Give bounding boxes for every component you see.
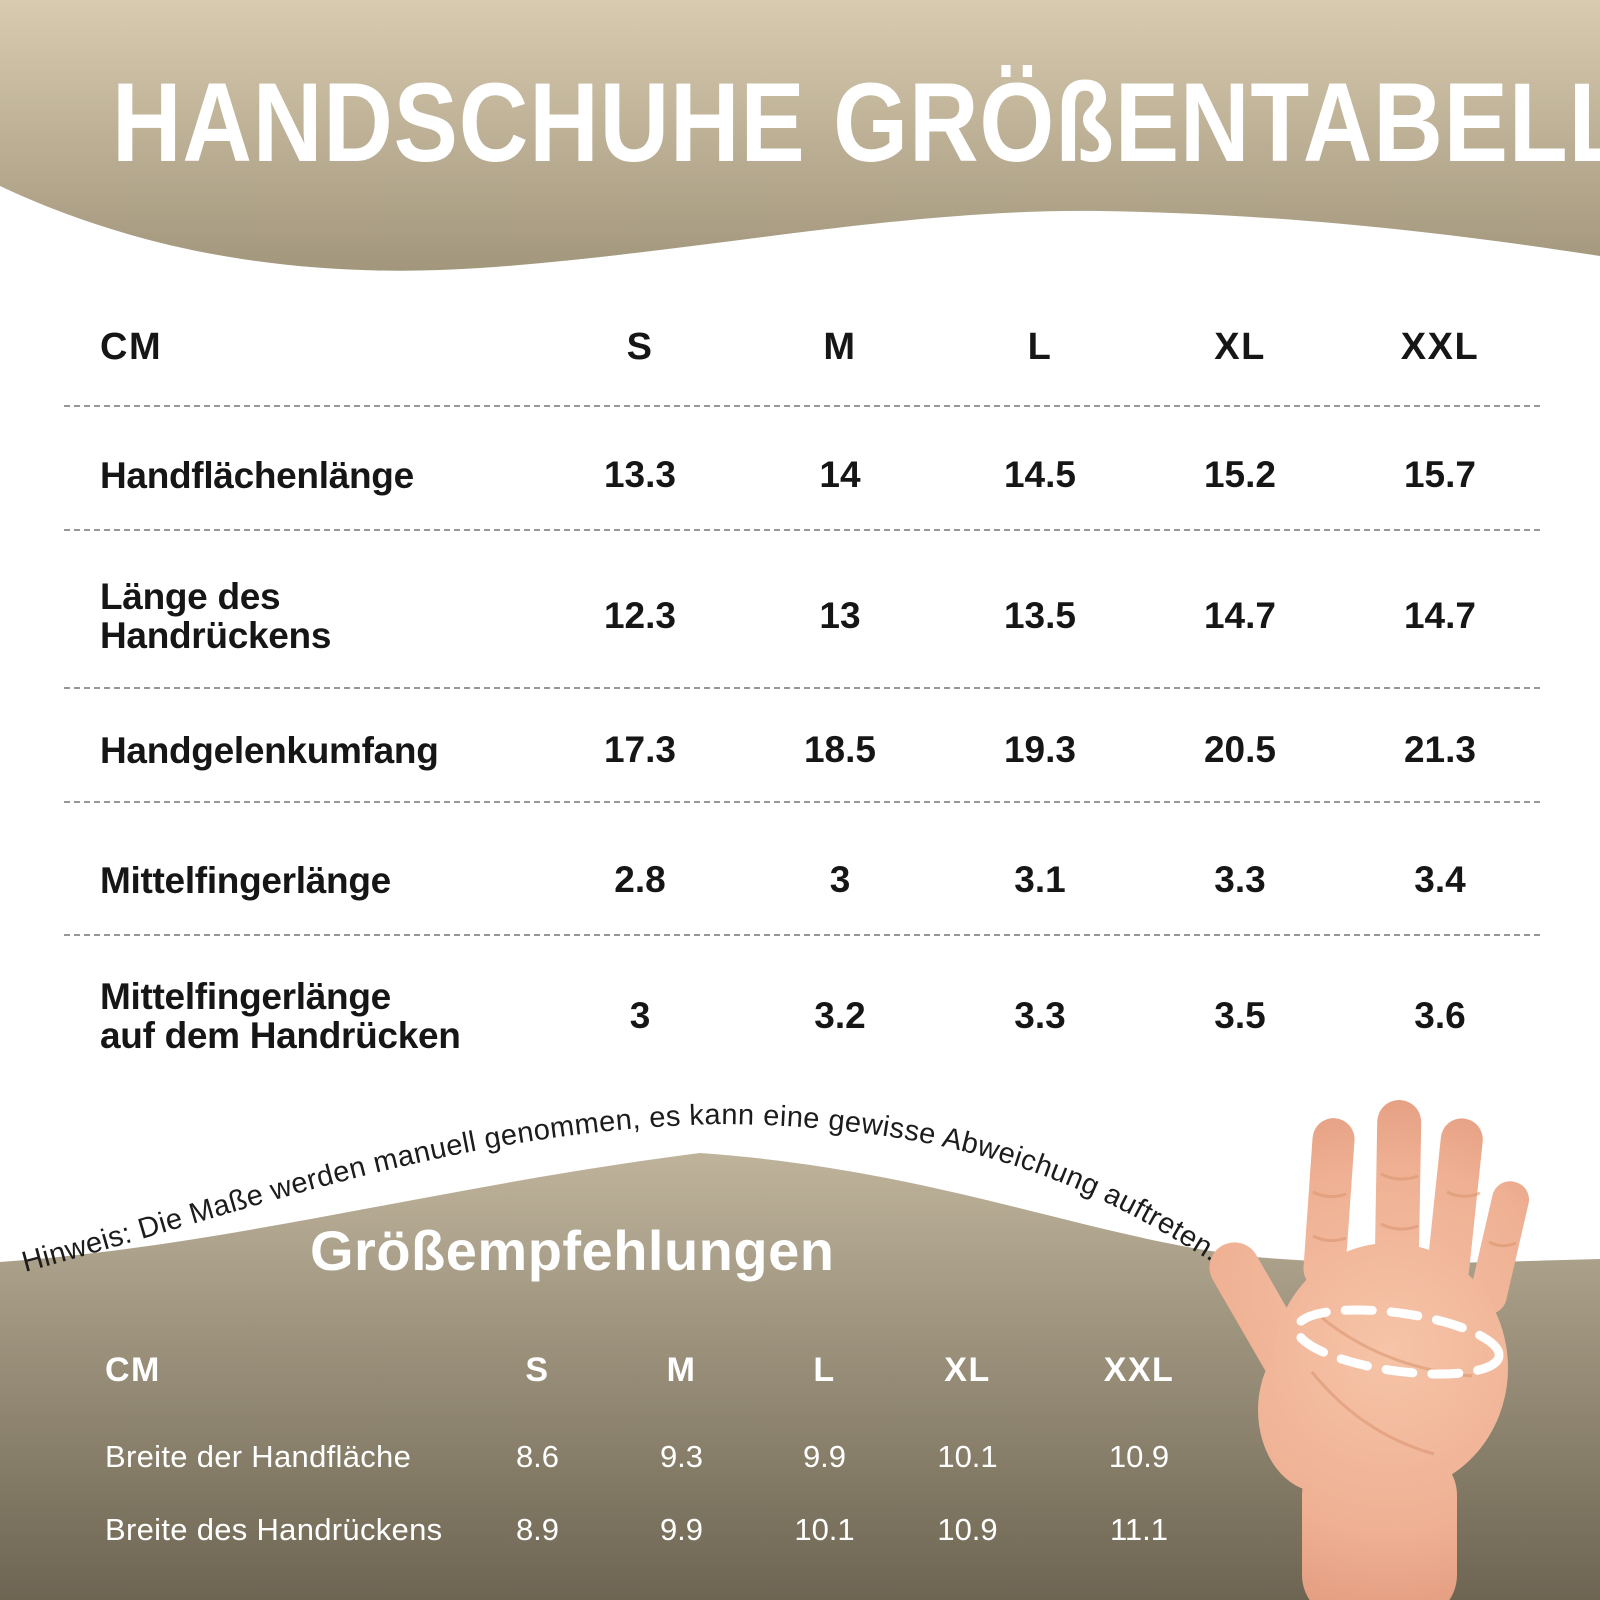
table-row-middle-finger-back-length: Mittelfingerlänge auf dem Handrücken 3 3… <box>100 976 1540 1056</box>
top-wave-band <box>0 0 1600 271</box>
rec-column-l: L <box>813 1350 836 1389</box>
cell-value: 14 <box>819 454 861 495</box>
cell-value: 3.3 <box>1014 995 1066 1036</box>
bottom-wave-band <box>0 1153 1600 1600</box>
cell-value: 13.3 <box>603 454 676 495</box>
cell-value: 13 <box>819 595 861 636</box>
rec-column-m: M <box>666 1350 697 1389</box>
rec-column-xl: XL <box>944 1350 991 1389</box>
cell-value: 15.7 <box>1403 454 1476 495</box>
cell-value: 13.5 <box>1003 595 1076 636</box>
cell-value: 3.2 <box>814 995 866 1036</box>
cell-value: 3 <box>629 995 651 1036</box>
hand-ring-finger <box>1427 1118 1483 1290</box>
table-row-palm-length: Handflächenlänge 13.3 14 14.5 15.2 15.7 <box>100 450 1540 500</box>
hand-illustration <box>1209 1100 1529 1600</box>
cell-value: 10.9 <box>1108 1439 1170 1474</box>
dashed-divider <box>64 405 1540 407</box>
table-row-middle-finger-length: Mittelfingerlänge 2.8 3 3.1 3.3 3.4 <box>100 855 1540 905</box>
row-label: Handgelenkumfang <box>100 729 439 771</box>
recommendations-unit-label: CM <box>105 1350 161 1389</box>
recommendations-header-row: CM S M L XL XXL <box>105 1345 1239 1395</box>
cell-value: 12.3 <box>603 595 676 636</box>
dashed-divider <box>64 801 1540 803</box>
cell-value: 14.7 <box>1203 595 1276 636</box>
page-title: HANDSCHUHE GRÖßENTABELLE <box>112 60 1600 185</box>
cell-value: 10.9 <box>937 1512 998 1547</box>
cell-value: 3.1 <box>1014 859 1066 900</box>
cell-value: 19.3 <box>1003 729 1076 770</box>
size-column-l: L <box>1027 325 1053 368</box>
hand-wrist <box>1302 1450 1457 1600</box>
rec-row-palm-width: Breite der Handfläche 8.6 9.3 9.9 10.1 1… <box>105 1432 1239 1482</box>
cell-value: 9.9 <box>659 1512 704 1547</box>
cell-value: 11.1 <box>1109 1512 1169 1547</box>
size-column-s: S <box>626 325 654 368</box>
hand-pinky-finger <box>1469 1181 1529 1314</box>
dashed-divider <box>64 529 1540 531</box>
row-label: Länge des Handrückens <box>100 576 332 656</box>
cell-value: 9.9 <box>802 1439 847 1474</box>
cell-value: 21.3 <box>1403 729 1476 770</box>
size-column-xxl: XXL <box>1400 325 1480 368</box>
row-label: Breite des Handrückens <box>105 1512 443 1547</box>
cell-value: 3.3 <box>1214 859 1266 900</box>
dashed-divider <box>64 934 1540 936</box>
row-label: Mittelfingerlänge <box>100 859 391 901</box>
rec-column-xxl: XXL <box>1103 1350 1175 1389</box>
cell-value: 3.6 <box>1414 995 1466 1036</box>
rec-row-back-width: Breite des Handrückens 8.9 9.9 10.1 10.9… <box>105 1505 1239 1555</box>
cell-value: 14.5 <box>1003 454 1076 495</box>
cell-value: 18.5 <box>803 729 876 770</box>
size-column-m: M <box>823 325 857 368</box>
cell-value: 3.5 <box>1214 995 1266 1036</box>
row-label: Mittelfingerlänge auf dem Handrücken <box>100 976 461 1056</box>
size-column-xl: XL <box>1214 325 1266 368</box>
table-row-wrist-circumference: Handgelenkumfang 17.3 18.5 19.3 20.5 21.… <box>100 725 1540 775</box>
cell-value: 15.2 <box>1203 454 1276 495</box>
cell-value: 8.9 <box>515 1512 560 1547</box>
cell-value: 10.1 <box>937 1439 998 1474</box>
row-label: Breite der Handfläche <box>105 1439 412 1474</box>
dashed-divider <box>64 687 1540 689</box>
size-table-header-row: CM S M L XL XXL <box>100 322 1540 372</box>
cell-value: 2.8 <box>614 859 666 900</box>
size-table-unit-label: CM <box>100 325 163 368</box>
cell-value: 17.3 <box>603 729 676 770</box>
palm-measure-dashed-line <box>1292 1305 1504 1379</box>
row-label: Handflächenlänge <box>100 454 414 496</box>
hand-index-finger <box>1303 1118 1355 1290</box>
table-row-back-length: Länge des Handrückens 12.3 13 13.5 14.7 … <box>100 576 1540 656</box>
cell-value: 8.6 <box>515 1439 560 1474</box>
hand-middle-finger <box>1374 1100 1422 1285</box>
cell-value: 20.5 <box>1203 729 1276 770</box>
cell-value: 3.4 <box>1414 859 1466 900</box>
cell-value: 3 <box>829 859 851 900</box>
recommendations-title: Größempfehlungen <box>310 1219 835 1282</box>
rec-column-s: S <box>525 1350 550 1389</box>
cell-value: 14.7 <box>1403 595 1476 636</box>
cell-value: 9.3 <box>659 1439 704 1474</box>
cell-value: 10.1 <box>794 1512 855 1547</box>
